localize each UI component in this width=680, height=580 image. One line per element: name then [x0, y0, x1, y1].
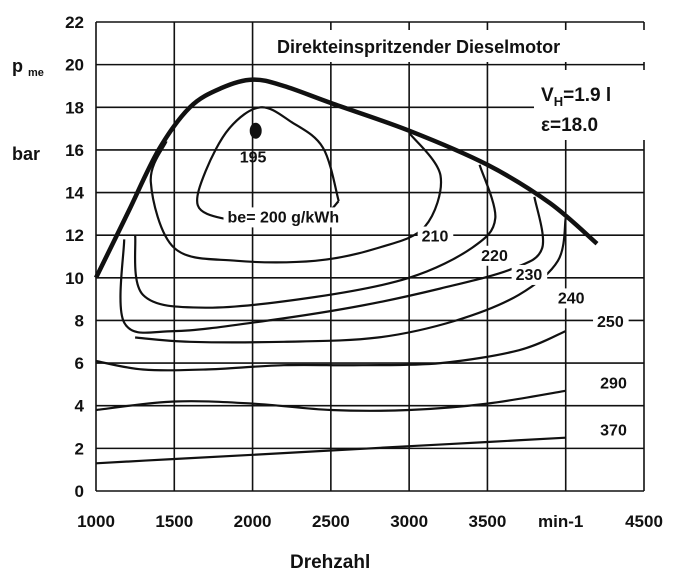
y-tick-label: 20 [65, 56, 84, 75]
x-tick-label: 3000 [390, 512, 428, 531]
title-box [270, 30, 648, 62]
contour-label-7: 370 [600, 423, 627, 440]
y-tick-label: 14 [65, 184, 84, 203]
contour-line-0 [196, 106, 340, 221]
y-tick-label: 2 [75, 439, 84, 458]
contour-label-0: be= 200 g/kWh [228, 209, 340, 226]
chart-title: Direkteinspritzender Dieselmotor [277, 37, 560, 57]
contour-line-4 [135, 217, 567, 344]
contour-line-1 [149, 132, 443, 264]
y-axis-label: p [12, 56, 23, 76]
full-load-curve [93, 77, 599, 279]
y-tick-label: 6 [75, 354, 84, 373]
contour-label-bg [417, 226, 454, 247]
contour-label-4: 240 [558, 290, 585, 307]
contour-label-5: 250 [597, 314, 624, 331]
y-tick-label: 18 [65, 98, 84, 117]
x-axis-label: Drehzahl [290, 552, 370, 573]
contour-label-bg [223, 207, 352, 228]
displacement-value: 1.9 l [574, 85, 611, 106]
x-tick-label: 2500 [312, 512, 350, 531]
contour-label-bg [596, 373, 632, 394]
contour-label-bg [511, 264, 548, 285]
contour-line-6 [95, 389, 566, 412]
optimum-point [249, 122, 262, 139]
compression-label: ε=18.0 [541, 115, 598, 136]
contour-line-3 [119, 196, 545, 334]
x-tick-label: 1500 [155, 512, 193, 531]
y-axis-unit: bar [12, 144, 40, 164]
x-tick-label: 3500 [469, 512, 507, 531]
contour-label-2: 220 [481, 248, 508, 265]
optimum-point-label: 195 [240, 150, 267, 167]
contour-labels: be= 200 g/kWh 210 220 230 240 250 290 370 [223, 207, 632, 441]
contour-label-1: 210 [422, 229, 449, 246]
contour-line-2 [133, 164, 497, 309]
tick-labels: 0 2 4 6 8 10 12 14 16 18 20 22 1000 1500 2000 2500 3000 3… [65, 13, 663, 531]
y-tick-label: 12 [65, 226, 84, 245]
y-tick-label: 8 [75, 311, 84, 330]
contour-line-7 [95, 436, 566, 465]
y-tick-label: 16 [65, 141, 84, 160]
contour-label-6: 290 [600, 376, 627, 393]
contour-label-bg [593, 311, 629, 332]
x-tick-label: 2000 [234, 512, 272, 531]
y-tick-label: 4 [75, 397, 85, 416]
y-axis-label-subscript: me [28, 67, 44, 79]
contour-line-5 [95, 330, 567, 372]
contour-label-bg [477, 245, 513, 266]
annotation-box [534, 70, 648, 140]
contour-label-bg [596, 420, 632, 441]
y-tick-label: 0 [75, 482, 84, 501]
y-tick-label: 22 [65, 13, 84, 32]
y-tick-label: 10 [65, 269, 84, 288]
x-tick-label: 4500 [625, 512, 663, 531]
x-axis-unit: min-1 [538, 512, 583, 531]
x-tick-label: 1000 [77, 512, 115, 531]
contour-label-3: 230 [516, 267, 543, 284]
contour-label-bg [553, 288, 590, 309]
displacement-label: VH=1.9 l [541, 85, 611, 109]
